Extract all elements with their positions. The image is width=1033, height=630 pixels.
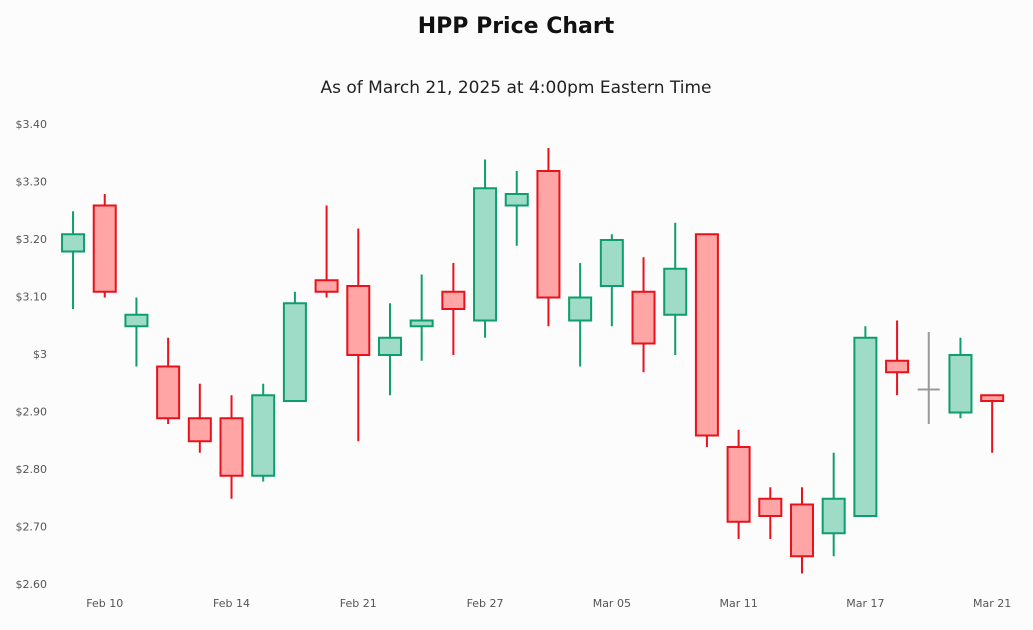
y-tick-label: $3.20: [16, 233, 48, 246]
candle-body: [853, 336, 878, 517]
candle-body: [948, 354, 973, 414]
x-tick-label: Feb 14: [213, 597, 250, 610]
candle-body: [473, 187, 498, 322]
candle-body: [885, 359, 910, 374]
candle-body: [980, 394, 1005, 402]
candle-body: [124, 313, 149, 328]
chart-title: HPP Price Chart: [418, 14, 615, 39]
y-tick-label: $3: [33, 348, 47, 361]
y-tick-label: $2.90: [16, 406, 48, 419]
candle-body: [61, 233, 86, 253]
candle-body: [694, 233, 719, 437]
candle-body: [504, 193, 529, 207]
x-tick-label: Mar 17: [846, 597, 884, 610]
candle-body: [377, 336, 402, 356]
candle-body: [219, 417, 244, 477]
candle-body: [314, 279, 339, 293]
x-tick-label: Feb 10: [86, 597, 123, 610]
candle-body: [821, 497, 846, 535]
candle-body: [346, 285, 371, 356]
x-tick-label: Feb 21: [340, 597, 377, 610]
x-tick-label: Mar 05: [593, 597, 631, 610]
candle-body: [536, 170, 561, 299]
candle-body: [568, 296, 593, 322]
candle-body: [631, 290, 656, 345]
y-tick-label: $3.40: [16, 118, 48, 131]
candle-body: [758, 497, 783, 517]
candle-body: [599, 239, 624, 287]
candle-body: [789, 503, 814, 558]
candle-body: [663, 267, 688, 316]
candle-body: [187, 417, 212, 443]
x-tick-label: Feb 27: [467, 597, 504, 610]
y-tick-label: $3.30: [16, 176, 48, 189]
candle-body: [409, 319, 434, 328]
candle-body: [92, 204, 117, 293]
candle-body: [726, 446, 751, 523]
candle-body: [282, 302, 307, 402]
y-tick-label: $2.70: [16, 521, 48, 534]
y-tick-label: $2.80: [16, 463, 48, 476]
x-tick-label: Mar 21: [973, 597, 1011, 610]
candle-body: [156, 365, 181, 420]
y-tick-label: $2.60: [16, 578, 48, 591]
y-tick-label: $3.10: [16, 291, 48, 304]
candle-body: [251, 394, 276, 477]
x-tick-label: Mar 11: [719, 597, 757, 610]
chart-subtitle: As of March 21, 2025 at 4:00pm Eastern T…: [320, 78, 711, 98]
candle-body: [441, 290, 466, 310]
